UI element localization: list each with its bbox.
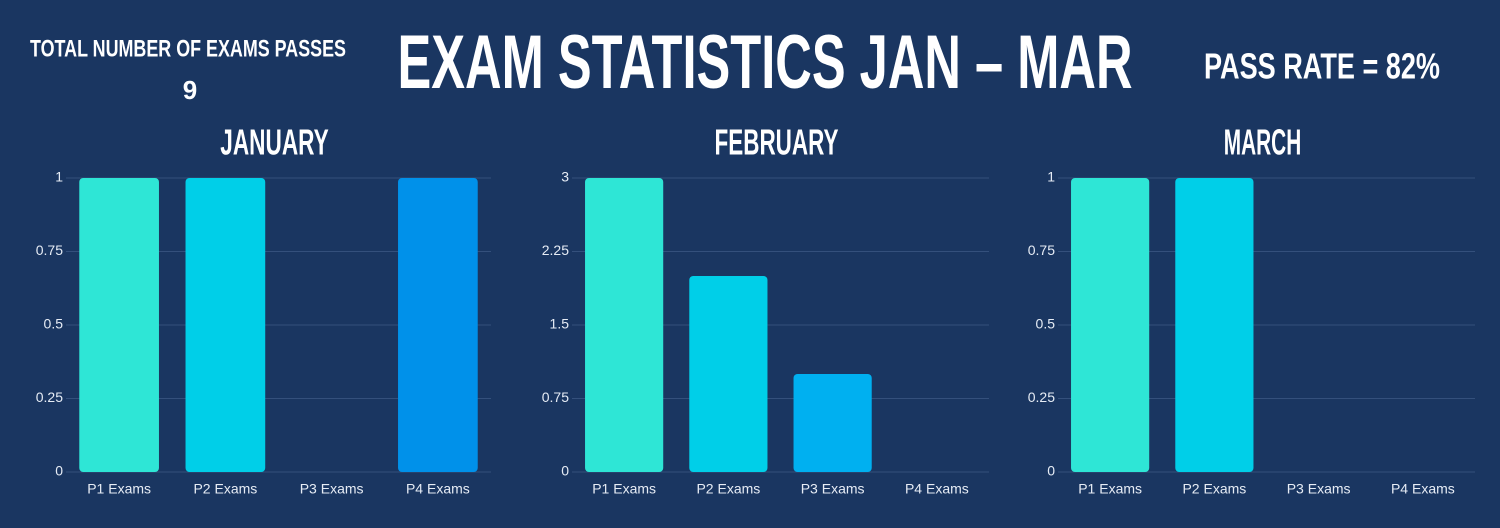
y-tick-label: 3 [561,169,569,185]
y-tick-label: 0.75 [36,242,63,258]
chart-title: MARCH [1224,122,1302,163]
total-label: TOTAL NUMBER OF EXAMS PASSES [30,35,346,62]
y-tick-label: 0 [55,463,63,479]
x-tick-label: P3 Exams [1287,481,1351,497]
y-tick-label: 2.25 [542,242,569,258]
x-tick-label: P2 Exams [696,481,760,497]
bar [1071,178,1150,472]
chart-title: JANUARY [220,122,329,163]
x-tick-label: P4 Exams [1391,481,1455,497]
main-title: EXAM STATISTICS JAN – MAR [398,20,1133,105]
y-tick-label: 0.25 [1028,389,1055,405]
x-tick-label: P1 Exams [592,481,656,497]
x-tick-label: P4 Exams [406,481,470,497]
y-tick-label: 0.25 [36,389,63,405]
x-tick-label: P3 Exams [801,481,865,497]
bar [79,178,159,472]
x-tick-label: P1 Exams [1078,481,1142,497]
y-tick-label: 1 [55,169,63,185]
y-tick-label: 0.5 [44,316,64,332]
y-tick-label: 0 [1047,463,1055,479]
total-value: 9 [183,75,197,105]
x-tick-label: P2 Exams [1182,481,1246,497]
x-tick-label: P1 Exams [87,481,151,497]
y-tick-label: 0.75 [1028,242,1055,258]
bar [585,178,664,472]
bar [689,276,768,472]
pass-rate: PASS RATE = 82% [1204,46,1440,87]
bar [185,178,266,472]
y-tick-label: 1.5 [550,316,570,332]
x-tick-label: P2 Exams [193,481,257,497]
bar [793,374,872,472]
bar [398,178,478,472]
y-tick-label: 1 [1047,169,1055,185]
y-tick-label: 0.5 [1036,316,1056,332]
x-tick-label: P4 Exams [905,481,969,497]
bar [1175,178,1254,472]
y-tick-label: 0 [561,463,569,479]
chart-title: FEBRUARY [715,122,839,163]
x-tick-label: P3 Exams [300,481,364,497]
y-tick-label: 0.75 [542,389,569,405]
